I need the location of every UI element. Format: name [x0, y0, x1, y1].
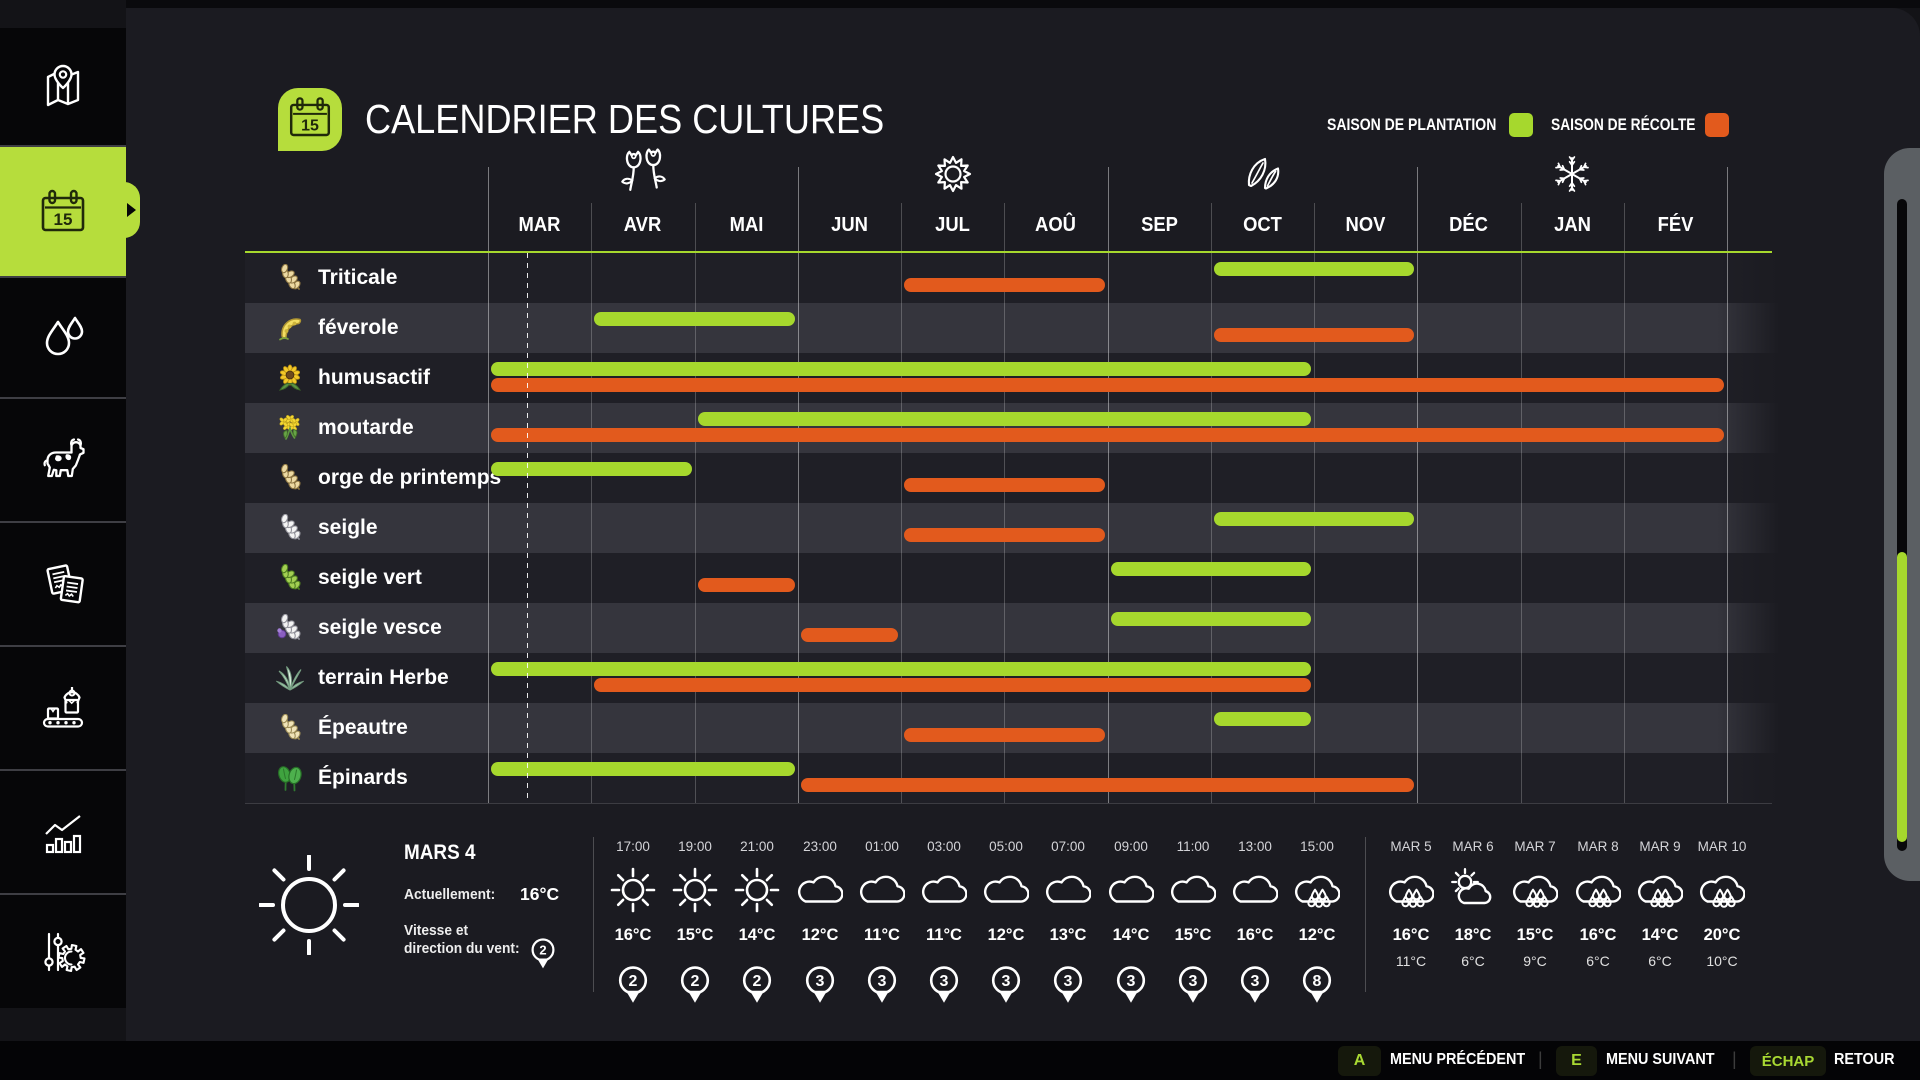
svg-text:2: 2	[753, 973, 762, 990]
svg-text:15: 15	[54, 210, 73, 229]
svg-text:3: 3	[878, 973, 887, 990]
svg-text:3: 3	[1002, 973, 1011, 990]
svg-text:3: 3	[1064, 973, 1073, 990]
svg-text:2: 2	[629, 973, 638, 990]
svg-text:3: 3	[816, 973, 825, 990]
svg-text:2: 2	[539, 943, 546, 958]
svg-text:3: 3	[1127, 973, 1136, 990]
svg-text:2: 2	[691, 973, 700, 990]
svg-text:3: 3	[1189, 973, 1198, 990]
svg-text:15: 15	[301, 117, 319, 134]
svg-text:8: 8	[1313, 973, 1322, 990]
svg-text:3: 3	[940, 973, 949, 990]
svg-text:3: 3	[1251, 973, 1260, 990]
